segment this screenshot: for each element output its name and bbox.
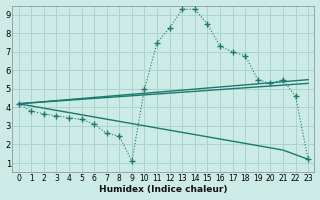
X-axis label: Humidex (Indice chaleur): Humidex (Indice chaleur) [99, 185, 228, 194]
